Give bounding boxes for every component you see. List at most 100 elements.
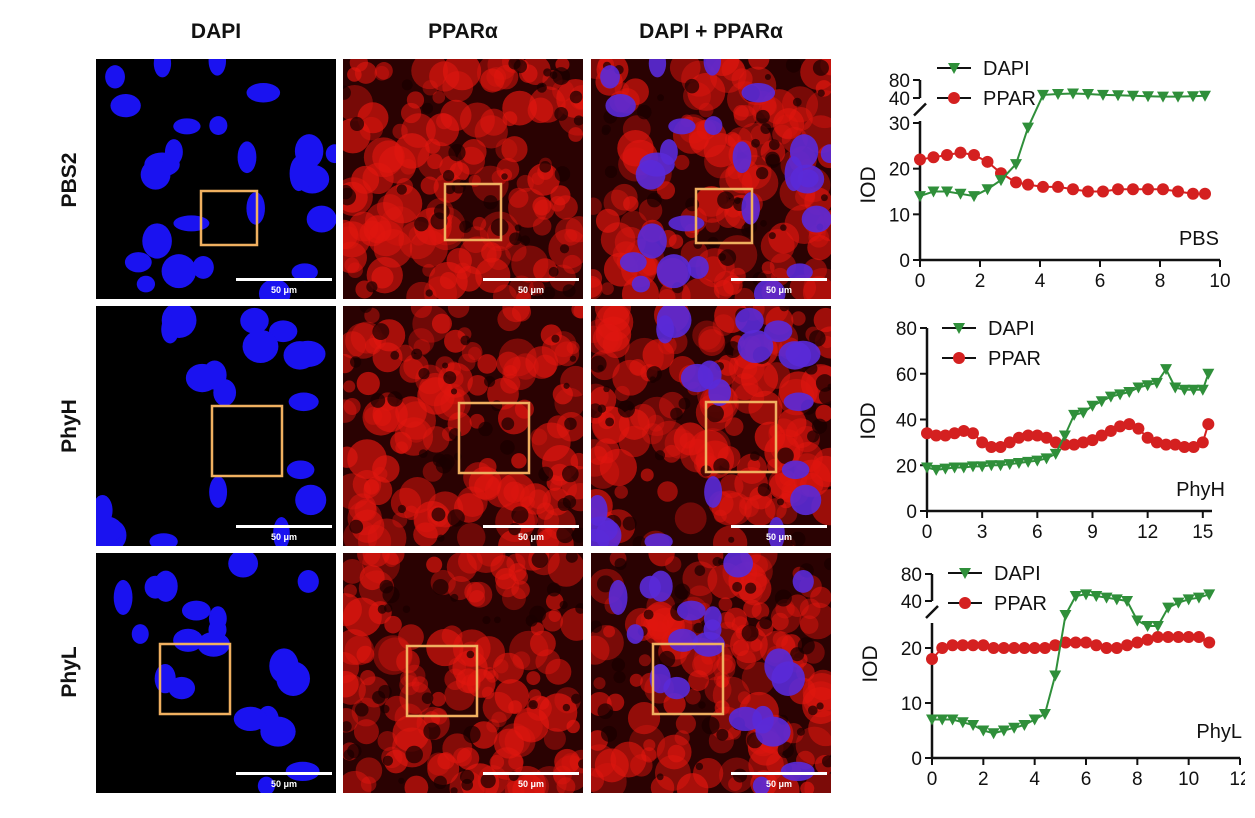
y-axis-label: IOD: [857, 402, 880, 439]
point-dapi-27: [1169, 382, 1182, 394]
scale-bar: [236, 772, 332, 775]
y-tick-label-2: 40: [896, 411, 917, 432]
y-tick-label-upper-1: 80: [901, 565, 922, 586]
point-dapi-8: [1008, 722, 1021, 734]
point-ppar-14: [1049, 436, 1062, 449]
roi-box: [457, 401, 531, 475]
x-tick-label-0: 0: [922, 522, 933, 543]
point-dapi-7: [1010, 159, 1022, 171]
y-tick-label-upper-1: 80: [889, 71, 910, 92]
point-ppar-16: [1068, 438, 1081, 451]
point-dapi-15: [1127, 90, 1139, 102]
point-ppar-20: [1199, 187, 1211, 200]
point-ppar-23: [1162, 631, 1175, 643]
point-dapi-2: [941, 186, 953, 198]
point-dapi-legend: [959, 568, 971, 579]
point-dapi-4: [968, 191, 980, 203]
point-dapi-7: [985, 460, 998, 472]
point-ppar-14: [1112, 183, 1124, 196]
point-dapi-15: [1080, 589, 1092, 601]
point-dapi-11: [1067, 88, 1079, 100]
point-ppar-5: [966, 427, 979, 440]
roi-box: [199, 189, 259, 247]
point-ppar-5: [981, 155, 994, 168]
point-ppar-24: [1141, 431, 1154, 444]
x-tick-label-4: 12: [1137, 522, 1158, 543]
point-ppar-15: [1127, 183, 1139, 196]
point-dapi-5: [981, 184, 994, 196]
point-ppar-22: [1123, 418, 1136, 431]
point-ppar-11: [1067, 183, 1079, 196]
point-ppar-18: [1086, 434, 1099, 447]
y-axis-label: IOD: [859, 645, 882, 682]
point-ppar-15: [1080, 636, 1092, 649]
x-tick-label-1: 3: [977, 522, 988, 543]
y-tick-label-2: 20: [889, 160, 910, 181]
scale-bar-label: 50 μm: [270, 779, 298, 789]
roi-box: [694, 187, 754, 245]
point-dapi-16: [1068, 409, 1081, 421]
point-ppar-3: [954, 146, 967, 159]
point-dapi-17: [1077, 407, 1090, 419]
row-title-phyh: PhyH: [58, 399, 81, 453]
legend-label-ppar: PPAR: [983, 88, 1036, 110]
roi-box: [405, 644, 479, 718]
point-dapi-21: [1141, 621, 1154, 632]
point-dapi-0: [926, 714, 938, 726]
point-ppar-7: [1010, 176, 1022, 189]
point-dapi-27: [1203, 589, 1216, 601]
point-ppar-2: [941, 148, 953, 161]
point-ppar-2: [939, 429, 952, 442]
point-dapi-21: [1114, 389, 1127, 401]
x-tick-label-6: 12: [1229, 769, 1245, 790]
x-tick-label-1: 2: [975, 271, 986, 292]
scale-bar-label: 50 μm: [517, 779, 545, 789]
point-dapi-3: [956, 717, 969, 729]
x-tick-label-5: 10: [1209, 271, 1230, 292]
point-ppar-19: [1121, 639, 1134, 652]
legend-label-ppar: PPAR: [988, 348, 1041, 370]
point-ppar-9: [1003, 436, 1016, 449]
point-ppar-30: [1196, 436, 1209, 449]
point-ppar-6: [976, 436, 989, 449]
point-ppar-0: [921, 427, 933, 440]
point-ppar-12: [1031, 429, 1044, 442]
point-dapi-18: [1172, 91, 1184, 103]
point-ppar-2: [946, 639, 959, 652]
x-tick-label-3: 9: [1087, 522, 1098, 543]
scale-bar: [731, 772, 827, 775]
iod-chart-phyh: 0 3 6 9 12 15 0 20 40 60 80 IOD PhyH DAPI PPAR: [857, 318, 1225, 543]
point-ppar-1: [936, 642, 949, 654]
point-ppar-8: [1022, 178, 1034, 191]
point-dapi-14: [1049, 448, 1062, 460]
column-title-ppar: PPARα: [428, 20, 498, 43]
x-tick-label-4: 8: [1155, 271, 1166, 292]
micrograph-phyl-merge: 50 μm: [591, 553, 831, 793]
point-ppar-8: [1008, 642, 1021, 654]
point-ppar-3: [956, 639, 969, 652]
micrograph-pbs2-dapi: 50 μm: [96, 59, 336, 299]
y-tick-label-upper-0: 40: [889, 89, 910, 110]
point-dapi-1: [927, 186, 940, 198]
point-dapi-13: [1059, 610, 1072, 621]
y-tick-label-2: 20: [901, 639, 922, 660]
x-tick-label-1: 2: [978, 769, 989, 790]
point-ppar-4: [957, 424, 970, 437]
point-ppar-14: [1069, 636, 1082, 649]
y-tick-label-3: 60: [896, 365, 917, 386]
point-ppar-19: [1095, 429, 1108, 442]
point-dapi-14: [1112, 90, 1124, 102]
x-tick-label-2: 4: [1035, 271, 1046, 292]
point-ppar-16: [1090, 639, 1103, 652]
micrograph-pbs2-ppar: 50 μm: [343, 59, 583, 299]
point-dapi-9: [1003, 459, 1016, 471]
point-dapi-17: [1157, 91, 1169, 103]
point-dapi-10: [1028, 714, 1041, 726]
legend-label-dapi: DAPI: [988, 318, 1035, 340]
x-tick-label-5: 10: [1178, 769, 1199, 790]
scale-bar: [731, 278, 827, 281]
point-dapi-24: [1172, 597, 1185, 609]
x-tick-label-2: 4: [1029, 769, 1040, 790]
point-dapi-3: [948, 462, 961, 474]
